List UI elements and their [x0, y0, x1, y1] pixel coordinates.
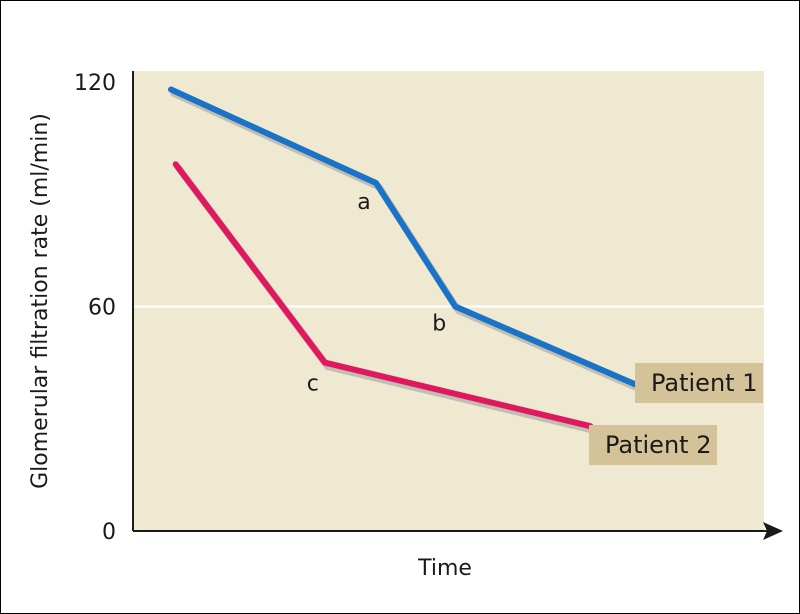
series-labels: Patient 1 Patient 2	[589, 363, 763, 465]
axes	[132, 71, 783, 540]
series-label-2: Patient 2	[605, 431, 711, 459]
annotation-c: c	[307, 372, 319, 397]
y-tick-labels: 0 60 120	[74, 71, 116, 545]
x-axis-arrow	[763, 522, 783, 540]
series-label-1: Patient 1	[651, 369, 757, 397]
series-label-box-1	[635, 363, 763, 403]
y-tick-label-120: 120	[74, 71, 116, 96]
annotation-b: b	[432, 312, 446, 337]
series-layer	[168, 86, 644, 434]
y-tick-label-0: 0	[102, 520, 116, 545]
y-tick-label-60: 60	[88, 296, 116, 321]
series-label-box-2	[589, 425, 717, 465]
x-axis-label: Time	[417, 556, 472, 581]
series-line-1	[168, 86, 640, 389]
annotation-a: a	[357, 190, 370, 215]
annotations: a b c	[307, 190, 447, 397]
y-axis-label: Glomerular filtration rate (ml/min)	[28, 113, 53, 489]
